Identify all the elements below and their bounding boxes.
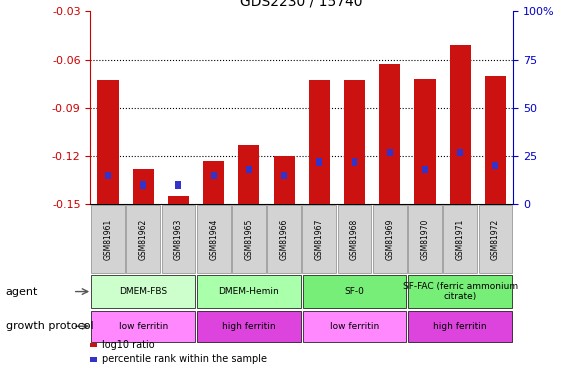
Bar xyxy=(281,172,287,179)
FancyBboxPatch shape xyxy=(127,205,160,273)
Bar xyxy=(344,81,365,204)
FancyBboxPatch shape xyxy=(373,205,407,273)
Bar xyxy=(415,79,436,204)
Text: growth protocol: growth protocol xyxy=(6,321,93,331)
Text: GSM81963: GSM81963 xyxy=(174,218,183,260)
Bar xyxy=(273,156,294,204)
FancyBboxPatch shape xyxy=(303,275,406,308)
Text: DMEM-Hemin: DMEM-Hemin xyxy=(219,287,279,296)
Text: high ferritin: high ferritin xyxy=(433,322,487,331)
Text: GSM81967: GSM81967 xyxy=(315,218,324,260)
Text: percentile rank within the sample: percentile rank within the sample xyxy=(102,354,267,364)
Text: agent: agent xyxy=(6,286,38,297)
Text: GSM81961: GSM81961 xyxy=(103,218,113,259)
Bar xyxy=(97,81,118,204)
Text: GSM81965: GSM81965 xyxy=(244,218,254,260)
FancyBboxPatch shape xyxy=(161,205,195,273)
Text: log10 ratio: log10 ratio xyxy=(102,340,154,350)
Bar xyxy=(309,81,330,204)
Bar xyxy=(352,158,357,165)
Bar xyxy=(210,172,217,179)
FancyBboxPatch shape xyxy=(443,205,477,273)
Bar xyxy=(238,145,259,204)
FancyBboxPatch shape xyxy=(197,275,301,308)
Text: GSM81962: GSM81962 xyxy=(139,218,147,259)
FancyBboxPatch shape xyxy=(91,205,125,273)
Bar xyxy=(105,172,111,179)
Text: GSM81969: GSM81969 xyxy=(385,218,394,260)
FancyBboxPatch shape xyxy=(479,205,512,273)
FancyBboxPatch shape xyxy=(196,205,230,273)
Bar xyxy=(203,161,224,204)
Bar xyxy=(387,148,393,156)
Bar xyxy=(485,76,506,204)
Text: high ferritin: high ferritin xyxy=(222,322,276,331)
Bar xyxy=(422,166,428,173)
FancyBboxPatch shape xyxy=(92,275,195,308)
Text: GSM81970: GSM81970 xyxy=(420,218,430,260)
FancyBboxPatch shape xyxy=(409,311,512,342)
FancyBboxPatch shape xyxy=(267,205,301,273)
Text: GSM81968: GSM81968 xyxy=(350,218,359,259)
Bar xyxy=(175,182,181,189)
Bar xyxy=(317,158,322,165)
Bar xyxy=(449,45,470,204)
Text: GSM81964: GSM81964 xyxy=(209,218,218,260)
Text: low ferritin: low ferritin xyxy=(330,322,379,331)
FancyBboxPatch shape xyxy=(338,205,371,273)
FancyBboxPatch shape xyxy=(408,205,442,273)
FancyBboxPatch shape xyxy=(92,311,195,342)
Text: GSM81966: GSM81966 xyxy=(280,218,289,260)
FancyBboxPatch shape xyxy=(409,275,512,308)
FancyBboxPatch shape xyxy=(303,205,336,273)
Bar xyxy=(493,162,498,170)
Text: GSM81971: GSM81971 xyxy=(456,218,465,259)
Bar xyxy=(379,64,401,204)
Bar xyxy=(141,182,146,189)
Bar xyxy=(132,169,154,204)
Bar xyxy=(246,166,252,173)
FancyBboxPatch shape xyxy=(232,205,266,273)
FancyBboxPatch shape xyxy=(303,311,406,342)
Bar xyxy=(457,148,463,156)
FancyBboxPatch shape xyxy=(197,311,301,342)
Text: GSM81972: GSM81972 xyxy=(491,218,500,259)
Text: SF-FAC (ferric ammonium
citrate): SF-FAC (ferric ammonium citrate) xyxy=(403,282,518,301)
Text: DMEM-FBS: DMEM-FBS xyxy=(119,287,167,296)
Text: low ferritin: low ferritin xyxy=(118,322,168,331)
Text: SF-0: SF-0 xyxy=(345,287,364,296)
Title: GDS2230 / 15740: GDS2230 / 15740 xyxy=(240,0,363,9)
Bar xyxy=(168,196,189,204)
